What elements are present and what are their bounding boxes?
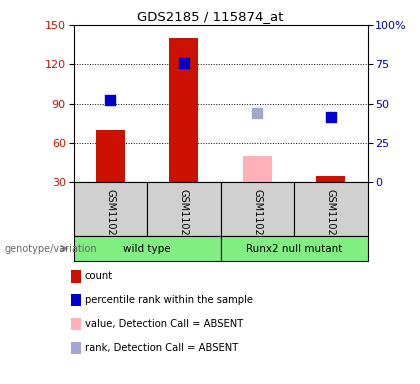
Point xyxy=(254,110,260,116)
Bar xyxy=(74,236,220,261)
Bar xyxy=(316,176,346,182)
Text: percentile rank within the sample: percentile rank within the sample xyxy=(85,295,253,305)
Bar xyxy=(169,38,199,182)
Text: GDS2185 / 115874_at: GDS2185 / 115874_at xyxy=(137,10,283,23)
Text: GSM110247: GSM110247 xyxy=(326,189,336,248)
Bar xyxy=(74,182,147,236)
Bar xyxy=(243,156,272,182)
Bar xyxy=(220,182,294,236)
Text: count: count xyxy=(85,271,113,281)
Text: GSM110245: GSM110245 xyxy=(179,189,189,248)
Text: value, Detection Call = ABSENT: value, Detection Call = ABSENT xyxy=(85,319,243,329)
Bar xyxy=(147,182,220,236)
Text: GSM110244: GSM110244 xyxy=(105,189,115,248)
Point xyxy=(328,114,334,120)
Point xyxy=(181,60,187,66)
Text: genotype/variation: genotype/variation xyxy=(4,243,97,254)
Text: rank, Detection Call = ABSENT: rank, Detection Call = ABSENT xyxy=(85,343,238,353)
Text: GSM110246: GSM110246 xyxy=(252,189,262,248)
Text: Runx2 null mutant: Runx2 null mutant xyxy=(246,243,342,254)
Bar xyxy=(220,236,368,261)
Bar xyxy=(294,182,368,236)
Point xyxy=(107,97,113,103)
Text: wild type: wild type xyxy=(123,243,171,254)
Bar xyxy=(96,130,125,182)
